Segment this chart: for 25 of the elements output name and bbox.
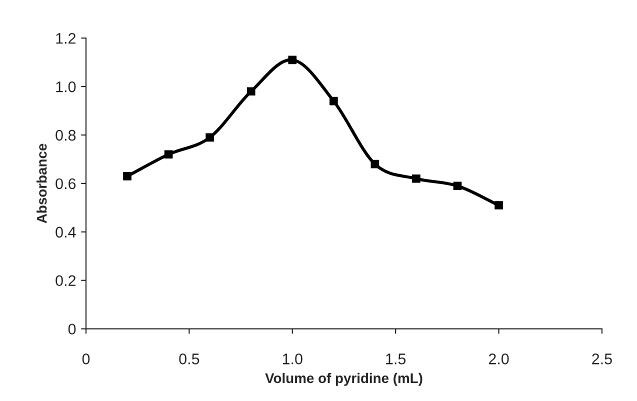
- x-tick-label: 2.5: [592, 354, 612, 364]
- y-tick-label: 1.2: [56, 32, 76, 44]
- y-tick-label: 0: [68, 324, 76, 335]
- point: [206, 133, 214, 142]
- x-tick-label: 0.5: [179, 354, 200, 364]
- point: [164, 150, 173, 159]
- point: [329, 96, 338, 106]
- y-tick-label: 0.4: [56, 226, 76, 238]
- x-tick-label: 1.5: [386, 354, 406, 364]
- point: [494, 201, 503, 210]
- x-tick-label: 2.0: [488, 354, 509, 364]
- point: [288, 56, 297, 64]
- point: [246, 87, 256, 96]
- point: [453, 182, 462, 190]
- x-tick-label: 1.0: [282, 354, 302, 364]
- y-tick-label: 0.8: [56, 130, 76, 141]
- point: [412, 174, 420, 183]
- x-axis-title: Volume of pyridine (mL): [265, 372, 422, 386]
- y-tick-label: 0.2: [56, 275, 76, 286]
- y-tick-label: 0.6: [56, 178, 76, 190]
- y-tick-label: 1.0: [56, 81, 76, 92]
- y-axis-title: Absorbance: [36, 144, 47, 224]
- point: [370, 160, 380, 168]
- x-tick-label: 0: [82, 354, 90, 364]
- point: [123, 172, 132, 180]
